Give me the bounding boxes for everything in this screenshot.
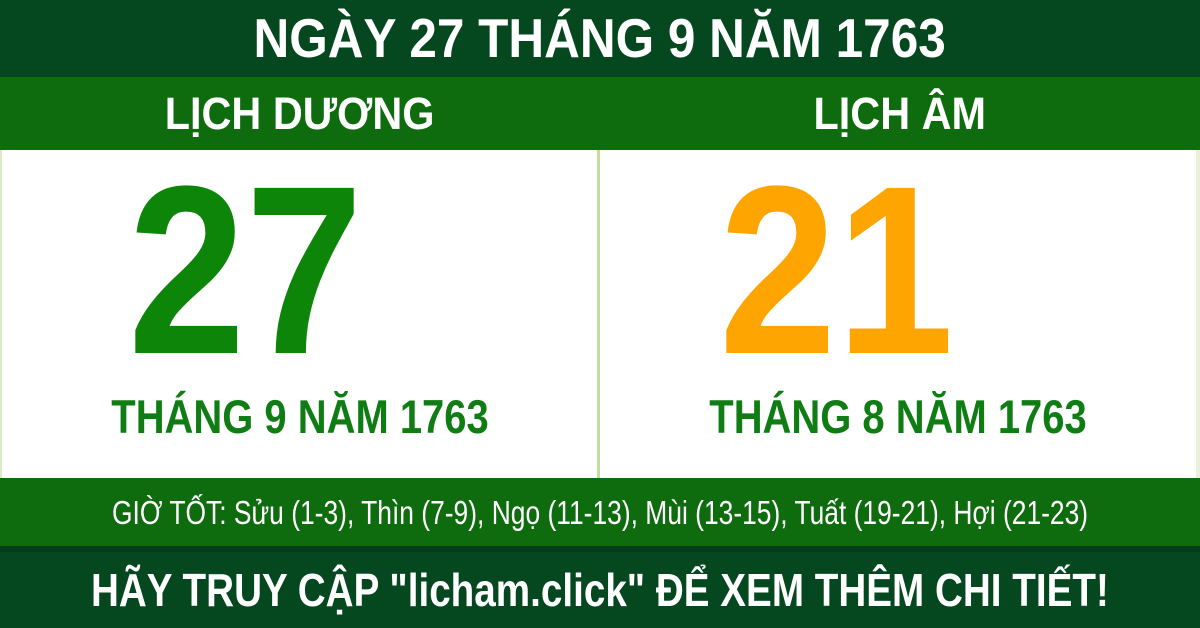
date-title: NGÀY 27 THÁNG 9 NĂM 1763	[253, 7, 947, 69]
footer-cta-text: HÃY TRUY CẬP "licham.click" ĐỂ XEM THÊM …	[91, 564, 1109, 616]
lunar-panel: 21 THÁNG 8 NĂM 1763	[600, 150, 1196, 478]
lunar-calendar-header-label: LỊCH ÂM	[813, 88, 987, 139]
solar-day-number: 27	[128, 136, 363, 404]
lunar-calendar-header: LỊCH ÂM	[600, 77, 1200, 150]
solar-calendar-header-label: LỊCH DƯƠNG	[165, 88, 435, 139]
date-title-bar: NGÀY 27 THÁNG 9 NĂM 1763	[0, 0, 1200, 77]
panel-divider	[597, 150, 600, 478]
good-hours-text: GIỜ TỐT: Sửu (1-3), Thìn (7-9), Ngọ (11-…	[111, 493, 1089, 531]
footer-bar: HÃY TRUY CẬP "licham.click" ĐỂ XEM THÊM …	[0, 546, 1200, 628]
good-hours-bar: GIỜ TỐT: Sửu (1-3), Thìn (7-9), Ngọ (11-…	[0, 478, 1200, 546]
solar-panel: 27 THÁNG 9 NĂM 1763	[2, 150, 597, 478]
solar-calendar-header: LỊCH DƯƠNG	[0, 77, 600, 150]
calendar-body: 27 THÁNG 9 NĂM 1763 21 THÁNG 8 NĂM 1763	[0, 150, 1200, 478]
calendar-type-header-bar: LỊCH DƯƠNG LỊCH ÂM	[0, 77, 1200, 150]
lunar-month-label: THÁNG 8 NĂM 1763	[709, 390, 1087, 443]
solar-month-label: THÁNG 9 NĂM 1763	[110, 390, 489, 443]
lunar-day-number: 21	[718, 136, 954, 404]
